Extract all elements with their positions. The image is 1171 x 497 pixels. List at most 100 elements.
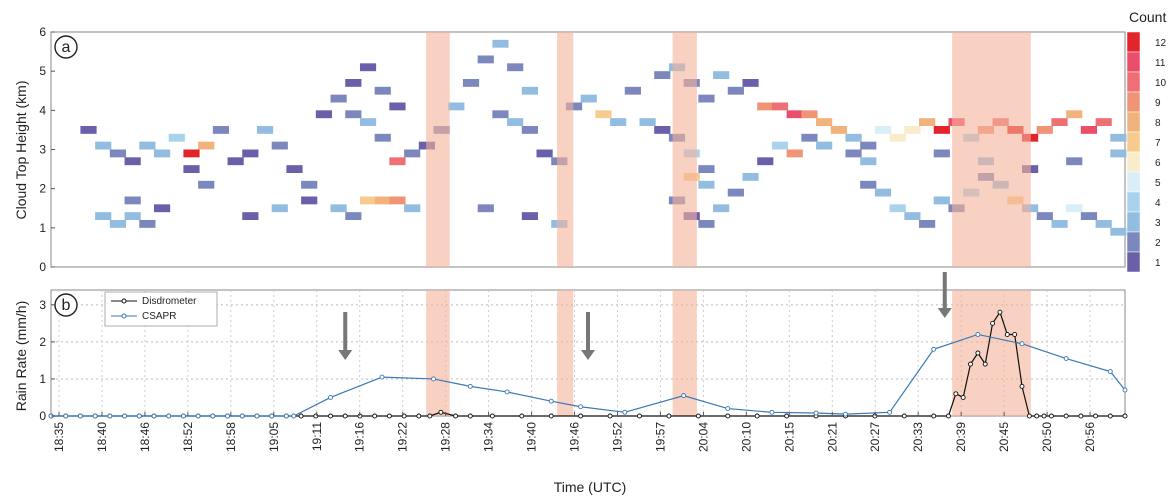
data-point-csapr [1122,387,1128,393]
data-point-disdrometer [997,309,1003,315]
heat-cell [404,204,421,213]
heat-cell [1110,227,1127,236]
heat-cell [860,141,877,150]
colorbar-label-7: 7 [1155,138,1161,149]
data-point-disdrometer [946,413,951,419]
data-point-csapr [379,374,385,380]
heat-cell [492,39,509,48]
heat-cell [374,133,391,142]
data-point-csapr [548,398,554,404]
heat-cell [904,126,921,134]
heat-cell [713,204,730,213]
heat-cell [771,102,789,111]
heat-cell [227,157,244,166]
data-point-disdrometer [695,413,701,419]
y-ticks-a: 0 1 2 3 4 5 6 [39,25,55,274]
x-tick-label: 20:45 [997,422,1011,452]
shaded-band-a-3 [952,32,1031,267]
colorbar-swatch-10 [1126,71,1141,93]
data-point-csapr [136,413,142,419]
data-point-csapr [269,413,275,419]
heat-cell [654,126,671,134]
heat-cell [860,157,877,166]
shaded-band-a-2 [672,32,697,267]
y-axis-label-a: Cloud Top Height (km) [13,80,29,219]
data-point-csapr [578,404,584,410]
colorbar-swatch-6 [1126,151,1141,173]
heat-cell [713,71,730,79]
heat-cell [610,118,627,126]
heat-cell [624,86,641,95]
heat-cell [242,212,259,220]
heat-cell [801,110,818,119]
heat-cell [698,94,715,103]
data-point-disdrometer [960,395,966,400]
heat-cell [654,71,671,79]
colorbar-label-2: 2 [1155,238,1161,249]
colorbar-label-1: 1 [1155,258,1161,269]
heat-cell [153,149,171,158]
x-tick-label: 18:58 [224,422,238,452]
data-point-disdrometer [637,413,642,419]
data-point-csapr [107,413,113,419]
heat-cell [448,102,465,111]
heat-cell [168,133,185,142]
data-point-disdrometer [1107,413,1113,419]
data-point-csapr [92,413,98,419]
colorbar-label-4: 4 [1155,198,1161,209]
y-tick-label-a: 3 [39,143,46,157]
heat-cell [845,149,862,158]
data-point-disdrometer [1122,413,1128,419]
y-ticks-b: 0 1 2 3 [39,298,55,423]
heat-cell [95,212,112,220]
colorbar-label-11: 11 [1155,58,1166,69]
heat-cell [904,212,921,220]
y-tick-label-b: 1 [39,372,46,386]
data-point-disdrometer [931,413,937,419]
heat-cell [860,180,877,189]
x-tick-label: 18:52 [181,422,195,452]
heat-cell [771,141,789,150]
heat-cell [198,180,215,189]
heat-cell [507,118,524,126]
heat-cell [492,110,509,119]
heat-cell [345,79,362,87]
heat-cell [727,86,744,95]
data-point-disdrometer [1078,413,1084,419]
legend: Disdrometer CSAPR [104,291,218,327]
heat-cell [477,55,494,64]
heat-cell [757,102,774,111]
heat-cell [212,126,230,134]
data-point-disdrometer [754,413,760,419]
x-tick-label: 19:05 [267,422,281,452]
heat-cell [124,196,141,205]
heat-cell [1095,118,1112,126]
data-point-disdrometer [578,413,584,419]
heat-cell [933,126,950,134]
data-point-disdrometer [298,413,304,419]
data-point-csapr [180,413,186,419]
y-tick-label-a: 5 [39,64,46,78]
heat-cell [1080,212,1098,220]
heat-cell [698,180,715,189]
heat-cell [462,79,480,87]
shaded-band-a-1 [557,32,574,267]
data-point-csapr [467,383,473,389]
heat-cell [874,126,892,134]
heat-cell [1110,149,1127,158]
x-tick-label: 19:40 [525,422,539,452]
y-tick-label-b: 2 [39,335,46,349]
heat-cell [109,220,127,228]
heat-cell [521,126,538,134]
y-tick-label-a: 6 [39,25,46,39]
heat-cell [80,126,97,134]
heat-cell [727,188,744,197]
heat-cell [1051,220,1068,228]
heat-cell [345,110,362,119]
data-point-disdrometer [975,350,981,356]
series-line-csapr [51,333,1126,417]
shaded-band-b-1 [557,290,574,416]
data-point-disdrometer [1034,413,1040,419]
x-tick-label: 19:52 [610,422,624,452]
